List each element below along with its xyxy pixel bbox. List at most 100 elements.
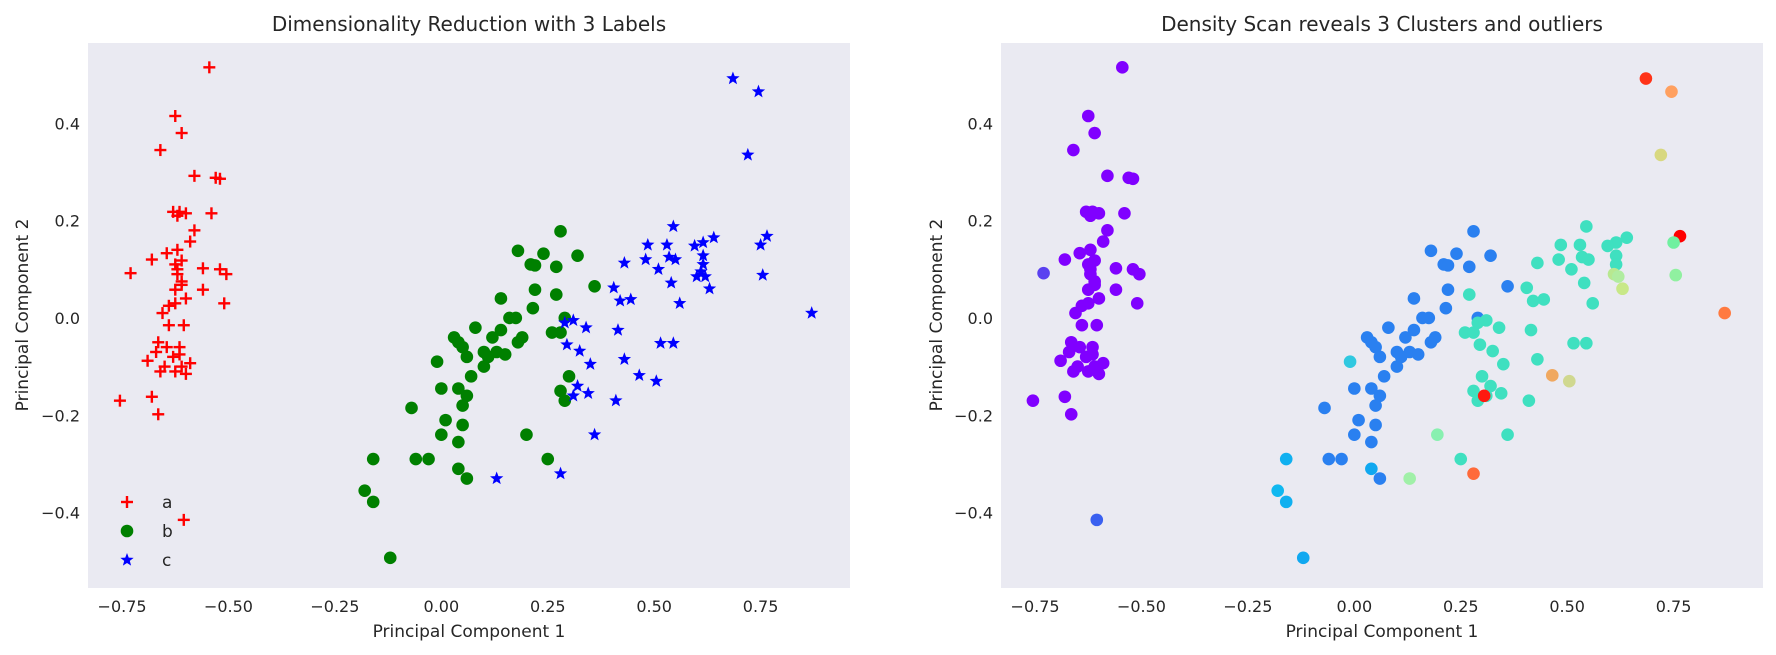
right-x-tick-label: −0.25	[1223, 597, 1272, 616]
right-point-s0	[1067, 143, 1080, 157]
right-point-s0	[1092, 367, 1106, 381]
right-point-s1	[1411, 348, 1425, 361]
left-point-s2	[687, 238, 702, 252]
right-point-s1	[1373, 472, 1387, 485]
left-point-s2	[560, 337, 574, 351]
left-point-s0	[152, 408, 165, 421]
left-point-s0	[196, 283, 209, 296]
right-y-tick-label: 0.0	[968, 309, 993, 328]
left-point-s0	[145, 390, 158, 403]
left-point-s0	[179, 367, 192, 380]
right-point-s2	[1501, 428, 1514, 442]
right-point-s1	[1484, 249, 1497, 262]
left-point-s1	[554, 384, 567, 398]
left-point-s0	[220, 268, 233, 281]
left-point-s2	[624, 292, 638, 306]
right-point-s2	[1580, 220, 1593, 233]
left-point-s1	[460, 389, 474, 403]
right-point-s0	[1067, 365, 1080, 378]
right-point-s1	[1407, 292, 1421, 305]
right-point-s1	[1348, 382, 1361, 395]
right-point-s2	[1484, 379, 1497, 393]
left-point-s2	[753, 237, 768, 251]
left-point-s1	[409, 452, 423, 466]
left-point-s0	[162, 299, 175, 312]
left-x-tick-label: 0.00	[424, 597, 460, 616]
legend-marker-b-glyph	[120, 524, 134, 538]
left-point-s1	[366, 495, 380, 509]
right-x-tick-label: 0.00	[1337, 597, 1373, 616]
left-point-s1	[511, 244, 525, 258]
left-point-s2	[566, 313, 580, 327]
left-point-s1	[520, 428, 533, 442]
left-point-s0	[177, 513, 190, 526]
right-point-s2	[1524, 323, 1538, 337]
left-point-s1	[430, 355, 444, 369]
right-point-s1	[1373, 389, 1387, 403]
left-point-s1	[494, 323, 508, 337]
right-point-s0	[1079, 350, 1093, 364]
legend-marker-a	[121, 496, 133, 508]
right-point-s3	[1665, 85, 1678, 98]
right-point-s1	[1369, 418, 1382, 432]
left-point-s0	[169, 297, 182, 310]
right-point-s0	[1130, 297, 1144, 310]
legend-marker-a-glyph	[121, 496, 133, 508]
left-point-s0	[177, 319, 190, 332]
right-point-s2	[1475, 370, 1489, 383]
right-point-s0	[1062, 345, 1076, 359]
right-point-s0	[1116, 61, 1129, 74]
left-point-s0	[184, 357, 197, 370]
left-point-s1	[439, 413, 452, 427]
legend-marker-c-glyph	[120, 553, 134, 566]
left-point-s0	[167, 350, 180, 363]
left-x-tick-label: −0.50	[204, 597, 253, 616]
left-point-s1	[509, 311, 523, 325]
left-scatter-points	[113, 61, 819, 565]
left-point-s2	[609, 393, 623, 407]
left-point-s1	[528, 283, 542, 297]
left-point-s1	[477, 360, 491, 373]
right-point-s2	[1531, 352, 1544, 366]
left-point-s2	[664, 275, 678, 289]
right-point-s2	[1580, 336, 1593, 350]
left-point-s0	[152, 336, 165, 349]
left-point-s2	[662, 250, 676, 263]
right-point-s2	[1609, 258, 1623, 271]
left-point-s1	[549, 260, 563, 274]
right-x-axis-label: Principal Component 1	[1286, 622, 1479, 642]
right-point-s2	[1467, 384, 1480, 398]
left-point-s1	[537, 247, 550, 261]
left-point-s2	[611, 323, 625, 336]
left-point-s2	[651, 262, 666, 275]
right-point-s3	[1669, 268, 1683, 282]
left-x-ticks: −0.75 −0.50 −0.25 0.00 0.25 0.50 0.75	[98, 597, 779, 616]
legend-label-b: b	[162, 522, 173, 542]
right-point-s2	[1486, 344, 1499, 358]
left-y-ticks: −0.4 −0.2 0.0 0.2 0.4	[41, 114, 80, 522]
left-point-s2	[756, 268, 770, 281]
left-point-s1	[435, 428, 448, 442]
right-point-s1	[1424, 244, 1438, 258]
left-y-tick-label: 0.4	[55, 114, 80, 133]
left-point-s0	[205, 207, 218, 220]
left-point-s2	[702, 281, 717, 295]
right-point-s3	[1563, 374, 1576, 388]
right-point-s2	[1582, 253, 1595, 266]
left-point-s1	[358, 484, 372, 497]
right-point-s2	[1462, 288, 1476, 301]
right-point-s1	[1394, 350, 1408, 364]
left-point-s2	[726, 71, 740, 85]
left-point-s0	[171, 243, 184, 256]
left-point-s1	[554, 326, 567, 339]
right-point-s3	[1545, 369, 1559, 382]
left-point-s2	[751, 84, 766, 98]
left-point-s2	[690, 269, 704, 283]
left-point-s0	[154, 365, 167, 378]
left-point-s2	[673, 296, 687, 309]
right-point-s2	[1601, 239, 1614, 253]
left-point-s2	[553, 466, 568, 480]
left-point-s0	[175, 127, 188, 140]
right-point-s1	[1439, 301, 1453, 315]
left-point-s0	[145, 253, 158, 266]
